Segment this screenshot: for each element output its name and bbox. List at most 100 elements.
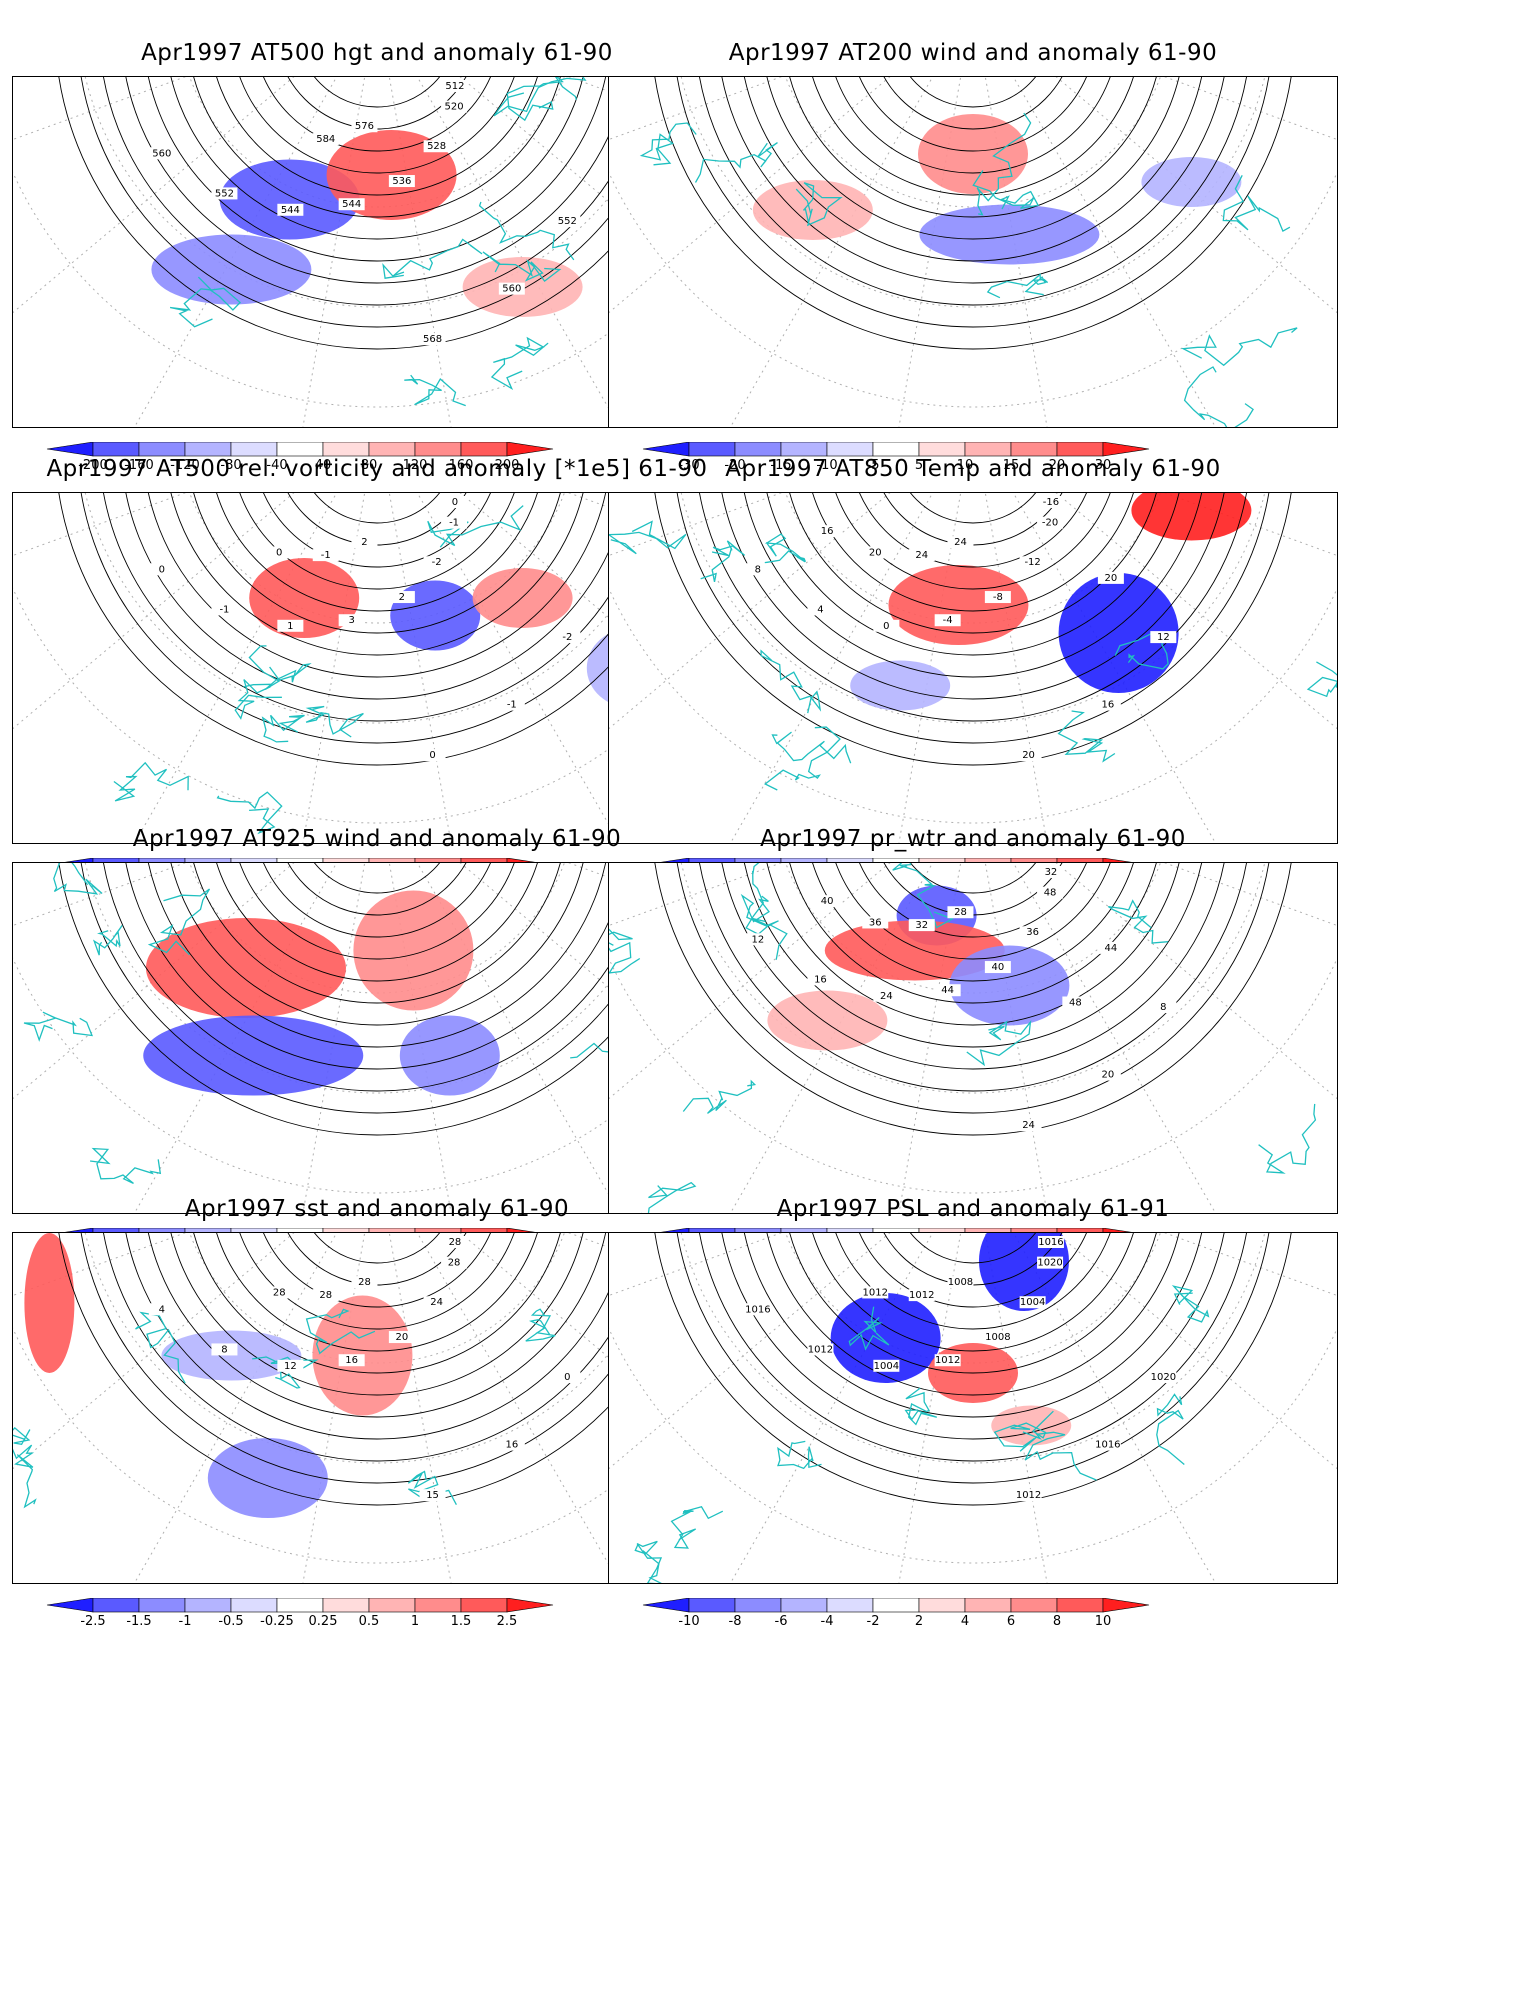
longitude-gridline [13,77,295,314]
coastline [639,122,697,166]
colorbar-tick-label: 2 [914,1614,924,1629]
contour-label-bg [908,1289,935,1302]
contour-label-bg [419,333,446,346]
colorbar-arrow-right [1102,441,1150,457]
contour-label: 8 [221,1344,227,1355]
colorbar-segment [460,441,508,457]
contour-label-bg [1015,1489,1042,1502]
contour-label: 28 [448,1258,461,1269]
contour-label-bg [338,614,365,627]
contour-line [699,493,1247,722]
contour-label-bg [807,603,834,616]
contour-label: -2 [562,632,572,643]
contour-line [216,863,538,982]
contour-line [287,863,467,916]
coastline [763,726,841,791]
contour-label-bg [419,1489,446,1502]
contour-label: 1016 [1095,1440,1120,1451]
contour-label-bg [984,591,1011,604]
contour-line [812,863,1134,982]
colorbar-segment [918,441,966,457]
longitude-gridline [133,77,338,427]
contour-label-bg [873,619,900,632]
contour-label-bg [873,989,900,1002]
contour-line [721,493,1225,700]
coastline [904,1387,938,1426]
contour-line [103,77,651,306]
contour-label-bg [312,133,339,146]
anomaly-shading [830,1293,941,1383]
contour-label: 1008 [948,1277,973,1288]
coastline [1222,175,1291,233]
coastline [892,863,954,929]
contour-line [676,1233,1270,1484]
coastline [848,1306,890,1351]
colorbar-tick-label: 2.5 [496,1614,518,1629]
longitude-gridline [388,1233,452,1583]
colorbar-tick-label: -6 [774,1614,788,1629]
contour-label-bg [1037,1256,1064,1269]
contour-label: 1012 [808,1344,833,1355]
coastline [404,374,466,407]
contour-line [313,493,441,524]
coastline [248,645,312,691]
contour-label-bg [423,1296,450,1309]
colorbar: -2.5 -1.5 -1 -0.5 -0.25 0.25 0.5 1 1.5 2.5 [12,1597,742,1629]
contour-label: 16 [505,1440,518,1451]
longitude-gridline [1012,863,1217,1213]
contour-label-bg [947,906,974,919]
longitude-gridline [13,493,295,730]
colorbar: -30 -20 -15 -10 -5 5 10 15 20 30 [608,441,1338,473]
coastline [493,77,587,117]
coastline [1114,632,1169,670]
coastline [777,1440,822,1470]
coastline [90,1147,162,1184]
contour-line [147,863,607,1048]
colorbar-tick-label: -120 [170,458,200,473]
contour-line [80,1233,674,1484]
contour-label-bg [148,147,175,160]
contour-line [812,493,1134,612]
contour-line [193,1233,561,1374]
longitude-gridline [729,1233,934,1583]
contour-label-bg [148,1303,175,1316]
anomaly-shading [918,114,1028,194]
anomaly-shading [143,1015,364,1096]
longitude-gridline [416,1233,621,1583]
contour-label-bg [554,631,581,644]
colorbar-tick-label: 80 [360,458,378,473]
colorbar-arrow-left [46,1597,94,1613]
colorbar-segment [368,1597,416,1613]
contour-label-bg [211,187,238,200]
contour-label: 1016 [1038,1237,1063,1248]
contour-label: 24 [880,991,893,1002]
contour-line [909,493,1037,524]
colorbar-tick-label: -15 [770,458,792,473]
contour-label: 12 [751,934,764,945]
anomaly-shading [949,945,1070,1026]
contour-label: 552 [558,216,577,227]
contour-line [263,493,491,568]
coastline [993,1410,1054,1452]
coastline [1183,366,1254,427]
contour-label: 16 [814,974,827,985]
contour-line [859,493,1087,568]
contour-label-bg [388,175,415,188]
coastline [305,705,364,738]
anomaly-shading [472,568,573,628]
colorbar-arrow-left [642,1597,690,1613]
contour-line [103,863,651,1092]
contour-label-bg [984,961,1011,974]
contour-label: 12 [1157,632,1170,643]
contour-label: 8 [755,564,761,575]
contour-label-bg [908,919,935,932]
colorbar-tick-label: -2 [866,1614,880,1629]
contour-label: 1004 [874,1361,899,1372]
contour-line [859,1233,1087,1308]
contour-line [80,863,674,1114]
coastline [478,201,575,261]
contour-label-bg [266,546,293,559]
contour-label-bg [934,614,961,627]
colorbar-segment [138,441,186,457]
contour-label-bg [423,140,450,153]
